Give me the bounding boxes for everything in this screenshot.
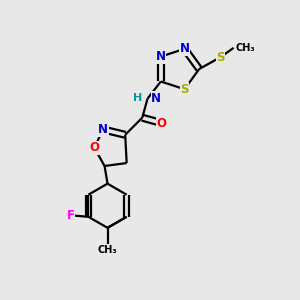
- Text: N: N: [98, 123, 108, 136]
- Text: N: N: [179, 42, 190, 56]
- Text: O: O: [156, 116, 167, 130]
- Text: CH₃: CH₃: [98, 245, 117, 256]
- Text: H: H: [133, 93, 142, 103]
- Text: N: N: [156, 50, 166, 63]
- Text: S: S: [180, 83, 189, 96]
- Text: N: N: [151, 92, 161, 105]
- Text: O: O: [89, 141, 99, 154]
- Text: F: F: [67, 209, 75, 222]
- Text: CH₃: CH₃: [236, 43, 256, 53]
- Text: S: S: [216, 51, 225, 64]
